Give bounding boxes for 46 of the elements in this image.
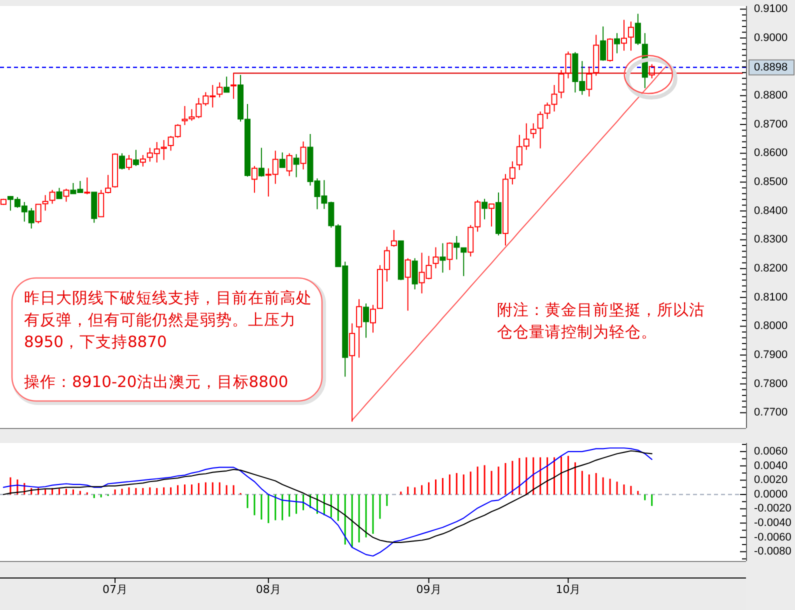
y-tick-label: -0.0060 xyxy=(754,531,792,544)
candlestick xyxy=(440,242,446,274)
candlestick xyxy=(182,106,188,126)
y-tick-label: 0.0000 xyxy=(754,488,788,500)
line-series xyxy=(2,450,652,543)
candlestick xyxy=(432,246,439,269)
candlestick xyxy=(593,34,600,76)
candlestick xyxy=(216,82,223,98)
y-tick-label: 0.9100 xyxy=(754,3,788,16)
y-tick-label: 0.0040 xyxy=(754,460,788,472)
y-tick-label: 0.8300 xyxy=(754,234,788,246)
x-tick-label: 08月 xyxy=(256,583,281,596)
y-tick-label: -0.0080 xyxy=(754,546,792,558)
y-tick-label: 0.8800 xyxy=(754,90,788,102)
ref-line-label: 0.8898 xyxy=(754,61,788,74)
x-tick-label: 09月 xyxy=(416,583,442,596)
line-series xyxy=(2,447,652,557)
y-tick-label: 0.8100 xyxy=(754,291,788,304)
y-tick-label: 0.7800 xyxy=(754,378,788,390)
y-tick-label: 0.8000 xyxy=(754,320,788,332)
annotation: 操作：8910-20沽出澳元，目标8800 xyxy=(24,373,288,392)
candlestick xyxy=(628,21,634,52)
y-tick-label: 0.8600 xyxy=(754,147,788,160)
y-tick-label: 0.8200 xyxy=(754,262,788,275)
y-tick-label: -0.0040 xyxy=(754,517,792,530)
x-tick-label: 10月 xyxy=(556,583,581,596)
y-tick-label: 0.0020 xyxy=(754,474,788,486)
y-tick-label: 0.0060 xyxy=(754,445,788,458)
y-tick-label: 0.8700 xyxy=(754,118,788,130)
candlestick xyxy=(620,19,627,52)
candlestick xyxy=(349,322,356,422)
y-tick-label: 0.9000 xyxy=(754,32,788,44)
y-tick-label: 0.7900 xyxy=(754,348,788,361)
x-tick-label: 07月 xyxy=(102,583,128,596)
annotation: 附注：黄金目前坚挺，所以沽仓仓量请控制为轻仓。 xyxy=(497,301,705,342)
candlestick xyxy=(586,66,592,98)
y-tick-label: 0.7700 xyxy=(754,406,788,419)
candlestick xyxy=(356,298,362,358)
candlestick xyxy=(42,194,48,212)
candlestick xyxy=(230,72,237,100)
annotation: 昨日大阴线下破短线支持，目前在前高处有反弹，但有可能仍然是弱势。上压力8950，下支持8870 xyxy=(24,289,312,352)
y-tick-label: -0.0020 xyxy=(754,502,792,515)
candlestick xyxy=(614,32,620,54)
y-tick-label: 0.8400 xyxy=(754,204,788,217)
y-tick-label: 0.8500 xyxy=(754,176,788,188)
candlestick xyxy=(530,122,536,139)
